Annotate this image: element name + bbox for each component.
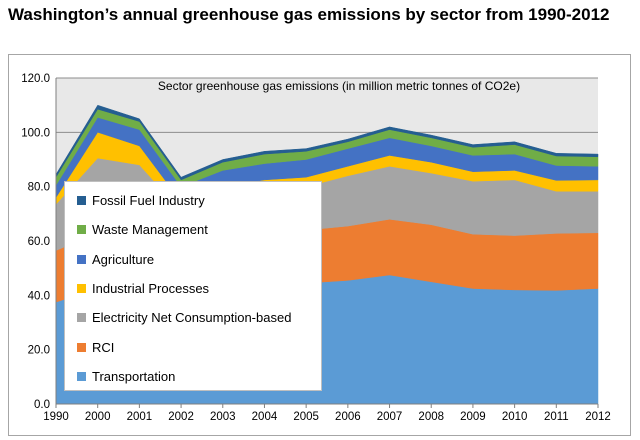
chart-title: Washington’s annual greenhouse gas emiss… [8,5,610,24]
x-tick-label: 1990 [43,411,69,423]
legend-item: Electricity Net Consumption-based [77,303,321,332]
plot-subtitle: Sector greenhouse gas emissions (in mill… [158,79,520,93]
legend-label: Fossil Fuel Industry [92,193,205,209]
x-tick-label: 2006 [335,411,361,423]
chart-frame [8,54,631,436]
legend-label: Electricity Net Consumption-based [92,310,292,326]
y-tick-label: 40.0 [28,290,50,302]
area-fossil-fuel-industry [55,104,599,181]
legend-label: RCI [92,339,115,355]
x-tick-label: 2003 [210,411,236,423]
x-tick-label: 2009 [460,411,486,423]
legend-swatch [77,371,86,381]
x-tick-label: 2001 [127,411,153,423]
legend-label: Industrial Processes [92,281,210,297]
legend-item: Waste Management [77,215,321,244]
legend-swatch [77,196,86,206]
x-tick-label: 2012 [585,411,611,423]
x-tick-label: 2011 [544,411,569,423]
x-tick-label: 2004 [252,411,278,423]
legend-swatch [77,225,86,235]
legend-item: Industrial Processes [77,274,321,303]
legend-label: Waste Management [92,222,208,238]
y-tick-label: 80.0 [28,182,50,194]
y-tick-label: 100.0 [21,127,50,139]
x-tick-label: 2005 [293,411,319,423]
legend-label: Agriculture [92,251,155,267]
legend-swatch [77,254,86,264]
legend-swatch [77,342,86,352]
legend-swatch [77,313,86,323]
legend-item: Agriculture [77,245,321,274]
x-tick-label: 2008 [418,411,444,423]
legend-item: Fossil Fuel Industry [77,186,321,215]
x-tick-label: 2007 [377,411,403,423]
legend-item: Transportation [77,362,321,391]
y-tick-label: 120.0 [21,73,50,85]
legend-item: RCI [77,332,321,361]
x-tick-label: 2000 [85,411,111,423]
y-tick-label: 60.0 [28,236,50,248]
legend-label: Transportation [92,368,176,384]
x-tick-label: 2002 [168,411,194,423]
y-tick-label: 20.0 [28,345,50,357]
legend-swatch [77,284,86,294]
chart-legend: Fossil Fuel Industry Waste Management Agri… [64,181,322,391]
x-tick-label: 2010 [502,411,528,423]
y-tick-label: 0.0 [34,399,50,411]
